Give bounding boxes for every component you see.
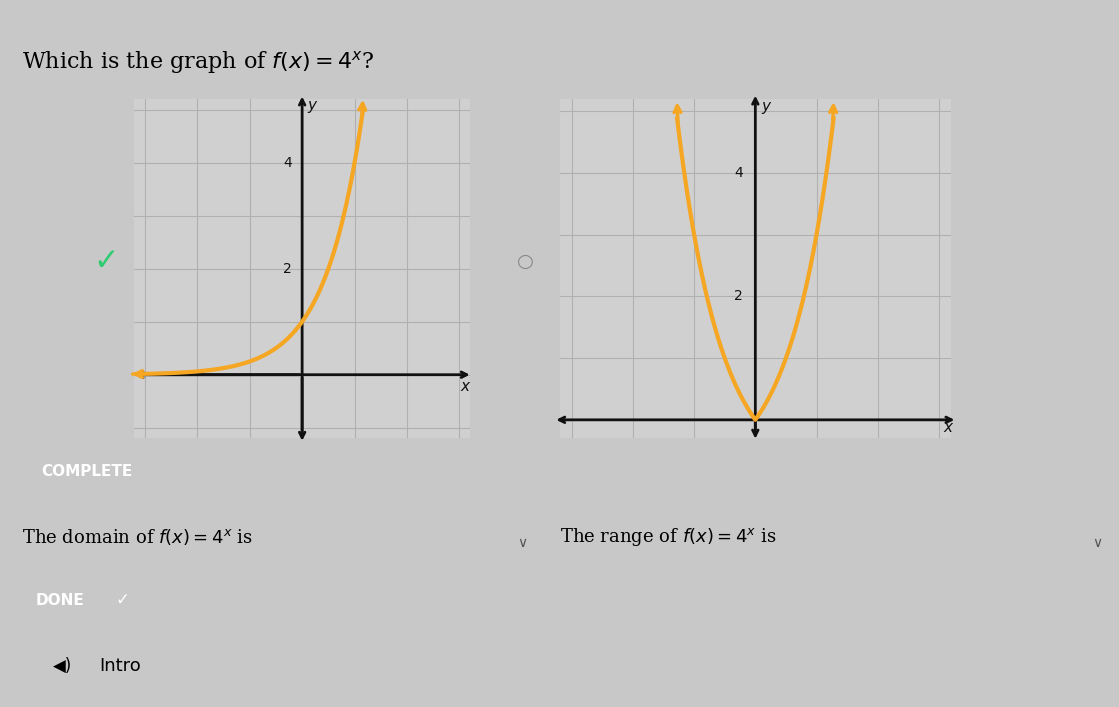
Text: The range of $f(x) = 4^x$ is: The range of $f(x) = 4^x$ is [560, 526, 775, 549]
Text: y: y [307, 98, 316, 112]
Text: 4: 4 [734, 166, 743, 180]
Text: y: y [762, 99, 771, 115]
Text: ✓: ✓ [115, 591, 129, 609]
Text: ∨: ∨ [1092, 536, 1102, 549]
Text: The domain of $f(x) = 4^x$ is: The domain of $f(x) = 4^x$ is [22, 527, 253, 547]
Text: x: x [943, 420, 952, 436]
Text: ○: ○ [517, 252, 535, 271]
Text: ◀): ◀) [54, 658, 73, 675]
Text: Intro: Intro [98, 658, 141, 675]
Text: ✓: ✓ [94, 247, 119, 276]
Text: 2: 2 [734, 289, 743, 303]
Text: 2: 2 [283, 262, 292, 276]
Text: 4: 4 [283, 156, 292, 170]
Text: DONE: DONE [36, 592, 85, 608]
Text: COMPLETE: COMPLETE [41, 464, 132, 479]
Text: ∨: ∨ [517, 536, 527, 549]
Text: x: x [460, 379, 469, 394]
Text: Which is the graph of $f(x) = 4^x$?: Which is the graph of $f(x) = 4^x$? [22, 49, 375, 76]
